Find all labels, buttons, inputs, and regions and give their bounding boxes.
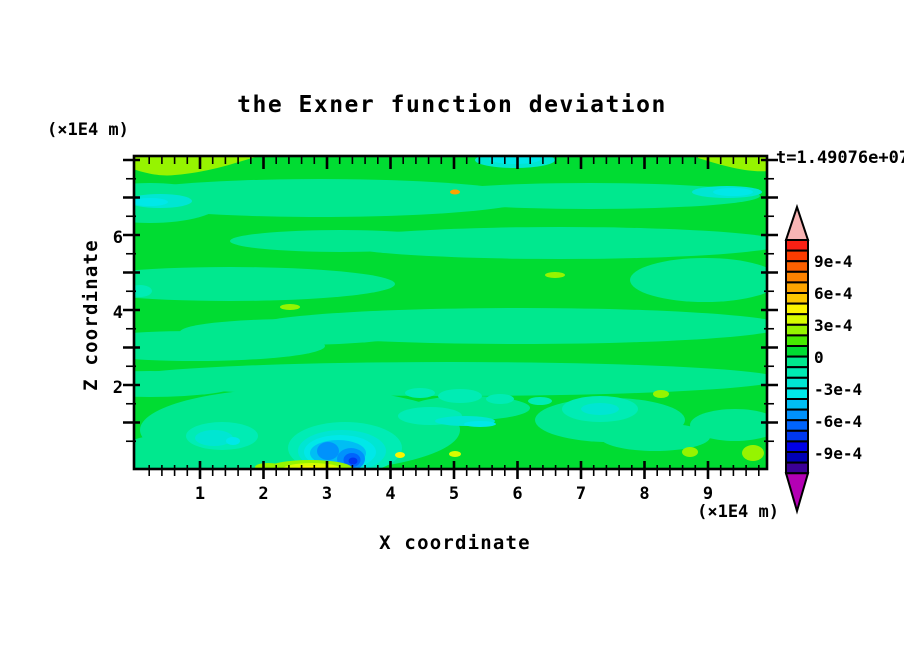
- contour-region-p2: [280, 304, 300, 310]
- colorbar-label: -3e-4: [814, 380, 862, 399]
- colorbar-cell: [785, 408, 809, 422]
- colorbar-cell: [785, 292, 809, 305]
- colorbar-cell: [785, 239, 809, 252]
- contour-region-p2: [653, 390, 669, 398]
- contour-region-m3: [195, 430, 233, 446]
- contour-field: [133, 155, 768, 470]
- colorbar-cell: [785, 376, 809, 390]
- contour-region-p2: [545, 272, 565, 278]
- colorbar-cell: [785, 302, 809, 316]
- colorbar-cell: [785, 355, 809, 369]
- colorbar-cell: [785, 345, 809, 358]
- contour-region-m2: [486, 394, 514, 404]
- colorbar-label: 3e-4: [814, 316, 853, 335]
- colorbar-label: 6e-4: [814, 284, 853, 303]
- contour-region-m1: [335, 227, 768, 259]
- colorbar-cell: [785, 313, 809, 326]
- contour-region-m2: [438, 389, 482, 403]
- colorbar-cell: [785, 440, 809, 453]
- contour-region-m4: [133, 198, 168, 206]
- contour-region-p2: [742, 445, 764, 461]
- colorbar-cell: [785, 387, 809, 400]
- contour-region-m1: [630, 258, 768, 302]
- colorbar-cell: [785, 429, 809, 443]
- x-tick-label: 9: [703, 484, 713, 504]
- contour-region-m8: [348, 457, 358, 465]
- contour-band-p2-top-left: [133, 155, 262, 176]
- contour-region-m4: [713, 188, 753, 196]
- y-tick-label: 2: [113, 378, 123, 398]
- colorbar-label: -6e-4: [814, 412, 862, 431]
- chart-title: the Exner function deviation: [237, 92, 667, 118]
- x-axis-unit-label: (×1E4 m): [697, 502, 779, 522]
- colorbar-cells: [785, 239, 809, 475]
- time-annotation: t=1.49076e+07: [776, 148, 904, 168]
- colorbar-over-arrow: [784, 203, 810, 241]
- x-tick-label: 5: [449, 484, 459, 504]
- axis-ticks: [123, 156, 778, 479]
- contour-region-m3: [581, 403, 619, 415]
- contour-region-m6: [317, 442, 339, 460]
- contour-region-m1: [133, 362, 768, 396]
- y-axis-unit-label: (×1E4 m): [47, 120, 129, 140]
- colorbar-cell: [785, 461, 809, 475]
- colorbar-label: -9e-4: [814, 444, 862, 463]
- colorbar-cell: [785, 366, 809, 379]
- contour-region-m1: [420, 183, 760, 209]
- colorbar-cell: [785, 270, 809, 284]
- colorbar-cell: [785, 451, 809, 464]
- contour-region-m4: [464, 421, 496, 427]
- field-layer: [133, 155, 768, 470]
- x-tick-label: 4: [385, 484, 395, 504]
- y-axis-title: Z coordinate: [80, 239, 102, 391]
- contour-region-p4: [395, 452, 405, 458]
- x-tick-label: 3: [322, 484, 332, 504]
- colorbar: 9e-4 6e-4 3e-4 0 -3e-4 -6e-4 -9e-4: [784, 203, 862, 515]
- colorbar-label: 9e-4: [814, 252, 853, 271]
- colorbar-cell: [785, 260, 809, 273]
- contour-region-m1: [133, 267, 395, 301]
- y-tick-label: 4: [113, 303, 123, 323]
- x-axis-title: X coordinate: [379, 532, 531, 554]
- contour-region-p2: [682, 447, 698, 457]
- contour-region-m1: [690, 409, 768, 441]
- colorbar-cell: [785, 249, 809, 263]
- x-tick-label: 1: [195, 484, 205, 504]
- x-tick-label: 8: [639, 484, 649, 504]
- contour-region-gold: [450, 189, 460, 195]
- contour-region-m1: [230, 230, 450, 252]
- colorbar-cell: [785, 323, 809, 337]
- contour-region-m2: [405, 388, 435, 398]
- contour-region-p3: [449, 451, 461, 457]
- contour-region-m1: [133, 179, 530, 217]
- x-tick-label: 6: [512, 484, 522, 504]
- contour-region-m4: [226, 437, 240, 445]
- colorbar-cell: [785, 281, 809, 294]
- x-tick-label: 2: [258, 484, 268, 504]
- contour-region-m1: [600, 423, 710, 451]
- colorbar-cell: [785, 398, 809, 411]
- plot-border: [132, 154, 769, 471]
- colorbar-under-arrow: [784, 472, 810, 515]
- contour-region-m1: [133, 331, 325, 361]
- colorbar-cell: [785, 334, 809, 347]
- y-tick-label: 6: [113, 228, 123, 248]
- contour-region-m2: [133, 285, 152, 297]
- x-tick-label: 7: [576, 484, 586, 504]
- colorbar-cell: [785, 419, 809, 432]
- colorbar-label: 0: [814, 348, 824, 367]
- contour-region-m2: [528, 397, 552, 405]
- contour-region-m1: [133, 371, 240, 397]
